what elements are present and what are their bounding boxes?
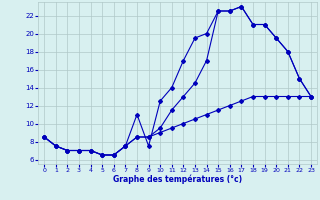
- X-axis label: Graphe des températures (°c): Graphe des températures (°c): [113, 175, 242, 184]
